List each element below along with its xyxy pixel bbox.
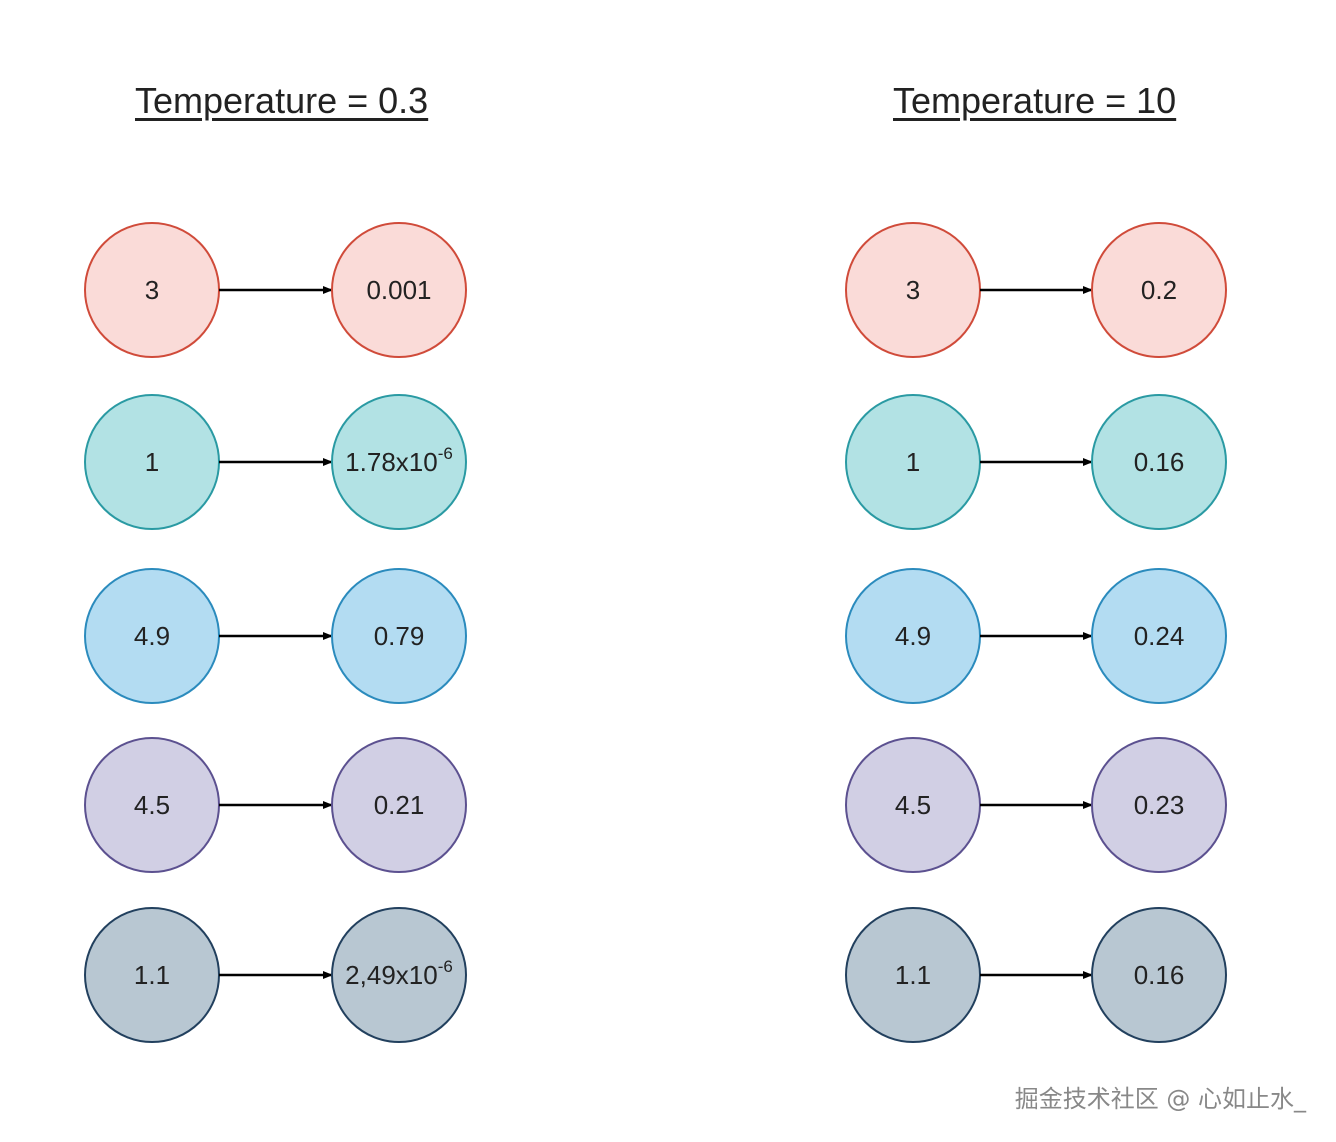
output-value: 0.001 xyxy=(366,275,431,305)
output-node xyxy=(331,907,467,1043)
output-node xyxy=(331,568,467,704)
output-value: 0.23 xyxy=(1134,790,1185,820)
output-value: 1.78x10-6 xyxy=(345,444,453,477)
input-value: 1.1 xyxy=(134,960,170,990)
output-exponent: -6 xyxy=(438,444,453,463)
input-value: 1 xyxy=(906,447,920,477)
output-value: 0.79 xyxy=(374,621,425,651)
output-node xyxy=(331,222,467,358)
output-value: 0.16 xyxy=(1134,960,1185,990)
output-node xyxy=(1091,568,1227,704)
input-value: 1.1 xyxy=(895,960,931,990)
input-value: 3 xyxy=(145,275,159,305)
panel-title-temperature-10: Temperature = 10 xyxy=(893,80,1177,121)
input-value: 4.5 xyxy=(895,790,931,820)
output-node xyxy=(1091,737,1227,873)
input-value: 4.5 xyxy=(134,790,170,820)
input-value: 4.9 xyxy=(134,621,170,651)
output-exponent: -6 xyxy=(438,957,453,976)
output-node xyxy=(1091,222,1227,358)
output-node xyxy=(331,737,467,873)
output-value: 0.2 xyxy=(1141,275,1177,305)
input-value: 4.9 xyxy=(895,621,931,651)
output-value: 0.21 xyxy=(374,790,425,820)
input-value: 1 xyxy=(145,447,159,477)
output-node xyxy=(1091,907,1227,1043)
output-value: 0.24 xyxy=(1134,621,1185,651)
output-value: 0.16 xyxy=(1134,447,1185,477)
watermark-text: 掘金技术社区 @ 心如止水_ xyxy=(1014,1085,1306,1113)
panel-title-temperature-0-3: Temperature = 0.3 xyxy=(135,80,429,121)
input-value: 3 xyxy=(906,275,920,305)
output-value: 2,49x10-6 xyxy=(345,957,453,990)
output-node xyxy=(1091,394,1227,530)
output-node xyxy=(331,394,467,530)
